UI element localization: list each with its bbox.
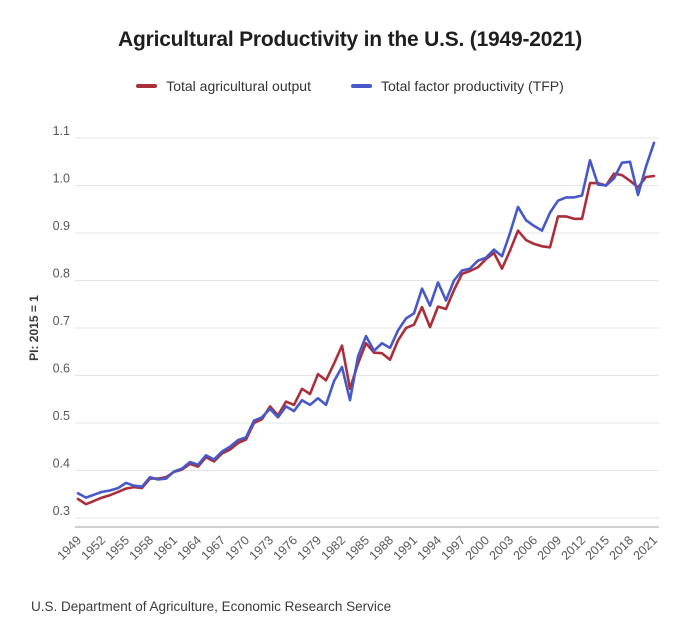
chart-legend: Total agricultural output Total factor p… bbox=[0, 76, 700, 96]
x-tick-label: 2018 bbox=[607, 533, 637, 563]
x-tick-label: 1979 bbox=[295, 533, 325, 563]
y-axis-title: PI: 2015 = 1 bbox=[27, 295, 41, 361]
legend-label-output: Total agricultural output bbox=[166, 78, 311, 94]
x-tick-label: 1952 bbox=[79, 533, 109, 563]
x-tick-label: 2003 bbox=[487, 533, 517, 563]
x-tick-label: 2000 bbox=[463, 533, 493, 563]
x-tick-label: 1964 bbox=[175, 533, 205, 563]
y-tick-label: 0.8 bbox=[53, 267, 70, 281]
x-tick-label: 2015 bbox=[583, 533, 613, 563]
x-tick-label: 2006 bbox=[511, 533, 541, 563]
y-tick-label: 0.9 bbox=[53, 219, 70, 233]
output-series-swatch bbox=[136, 83, 158, 89]
legend-label-tfp: Total factor productivity (TFP) bbox=[380, 78, 564, 94]
x-tick-label: 1967 bbox=[199, 533, 229, 563]
y-tick-label: 0.7 bbox=[53, 314, 70, 328]
tfp-series-swatch bbox=[350, 83, 372, 89]
y-tick-label: 1.0 bbox=[53, 172, 70, 186]
x-tick-label: 2009 bbox=[535, 533, 565, 563]
x-tick-label: 1958 bbox=[127, 533, 157, 563]
x-tick-label: 1982 bbox=[319, 533, 349, 563]
x-tick-label: 1955 bbox=[103, 533, 133, 563]
source-note: U.S. Department of Agriculture, Economic… bbox=[31, 599, 392, 614]
x-tick-label: 2012 bbox=[559, 533, 589, 563]
x-tick-label: 2021 bbox=[631, 533, 661, 563]
y-tick-label: 0.3 bbox=[53, 504, 70, 518]
x-tick-label: 1961 bbox=[151, 533, 181, 563]
y-tick-label: 1.1 bbox=[53, 124, 70, 138]
y-tick-label: 0.4 bbox=[53, 457, 70, 471]
legend-item-tfp: Total factor productivity (TFP) bbox=[350, 78, 564, 94]
x-tick-label: 1949 bbox=[55, 533, 85, 563]
x-tick-label: 1985 bbox=[343, 533, 373, 563]
x-tick-label: 1973 bbox=[247, 533, 277, 563]
legend-item-output: Total agricultural output bbox=[136, 78, 311, 94]
x-tick-label: 1988 bbox=[367, 533, 397, 563]
y-tick-label: 0.5 bbox=[53, 409, 70, 423]
x-tick-label: 1976 bbox=[271, 533, 301, 563]
x-tick-label: 1970 bbox=[223, 533, 253, 563]
y-tick-label: 0.6 bbox=[53, 362, 70, 376]
page-title: Agricultural Productivity in the U.S. (1… bbox=[118, 28, 582, 51]
tfp-line bbox=[76, 141, 656, 499]
x-tick-label: 1991 bbox=[391, 533, 421, 563]
x-tick-label: 1997 bbox=[439, 533, 469, 563]
x-tick-label: 1994 bbox=[415, 533, 445, 563]
